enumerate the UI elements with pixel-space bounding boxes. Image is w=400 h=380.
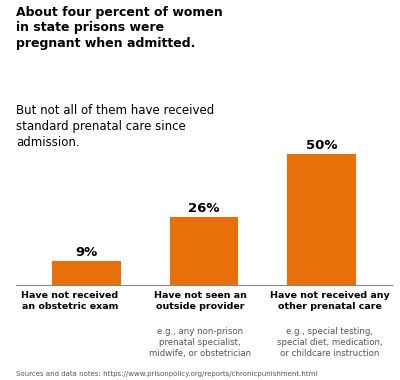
Text: Have not received
an obstetric exam: Have not received an obstetric exam [22, 291, 118, 311]
Text: 50%: 50% [306, 139, 337, 152]
Text: 26%: 26% [188, 202, 220, 215]
Text: e.g., special testing,
special diet, medication,
or childcare instruction: e.g., special testing, special diet, med… [277, 327, 383, 358]
Text: Have not seen an
outside provider: Have not seen an outside provider [154, 291, 246, 311]
Text: Sources and data notes: https://www.prisonpolicy.org/reports/chronicpunishment.h: Sources and data notes: https://www.pris… [16, 371, 317, 377]
Text: But not all of them have received
standard prenatal care since
admission.: But not all of them have received standa… [16, 105, 214, 149]
Bar [170, 217, 238, 285]
Text: About four percent of women
in state prisons were
pregnant when admitted.: About four percent of women in state pri… [16, 6, 223, 50]
Text: e.g., any non-prison
prenatal specialist,
midwife, or obstetrician: e.g., any non-prison prenatal specialist… [149, 327, 251, 358]
Text: 9%: 9% [75, 246, 98, 259]
Bar [52, 261, 120, 285]
Bar [288, 154, 356, 285]
Text: Have not received any
other prenatal care: Have not received any other prenatal car… [270, 291, 390, 311]
